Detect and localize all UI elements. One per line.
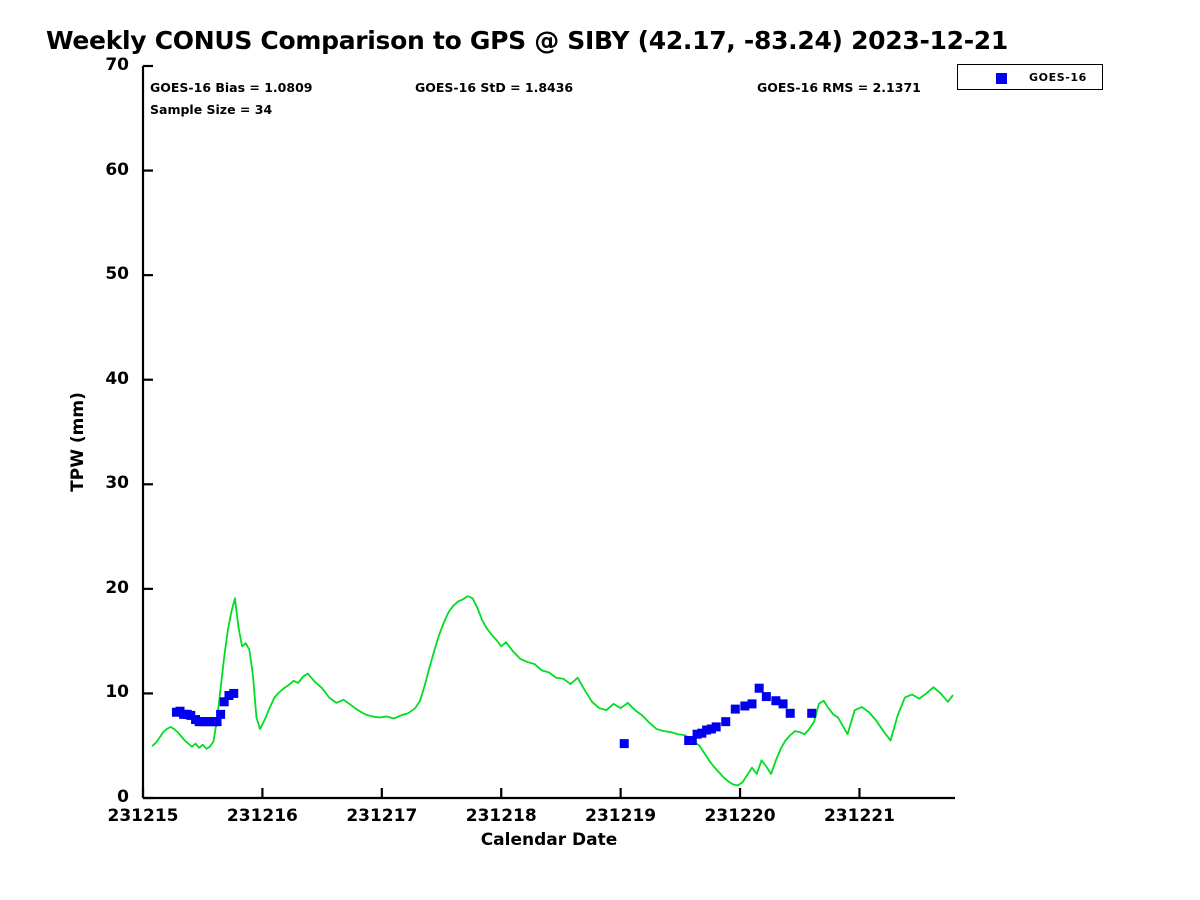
x-tick-label: 231221 [823,806,895,826]
x-tick-label: 231216 [226,806,298,826]
legend-swatch-goes16-icon [996,73,1007,84]
y-tick-label: 0 [117,787,129,807]
stat-bias: GOES-16 Bias = 1.0809 [150,80,313,95]
y-tick-label: 70 [105,55,129,75]
x-tick-label: 231215 [107,806,179,826]
x-axis-ticks [141,788,861,798]
x-tick-label: 231220 [704,806,776,826]
stat-std: GOES-16 StD = 1.8436 [415,80,574,95]
y-tick-label: 50 [105,264,129,285]
x-tick-label: 231217 [346,806,418,826]
axis-lines [141,66,955,800]
stat-sample-size: Sample Size = 34 [150,102,273,117]
stat-rms: GOES-16 RMS = 2.1371 [757,80,921,95]
x-tick-label: 231219 [585,806,657,826]
series-goes16-markers [171,683,817,749]
y-tick-label: 10 [105,682,129,703]
legend: GOES-16 [957,64,1103,90]
x-axis-title: Calendar Date [480,830,618,850]
page-title: Weekly CONUS Comparison to GPS @ SIBY (4… [46,26,1009,55]
series-gps-line [151,595,954,787]
y-axis-ticks [143,64,153,800]
y-tick-label: 40 [105,368,129,389]
legend-label-goes16: GOES-16 [1029,71,1087,84]
x-tick-label: 231218 [465,806,537,826]
y-tick-label: 30 [105,473,129,494]
y-tick-label: 60 [105,159,129,180]
y-tick-label: 20 [105,577,129,598]
